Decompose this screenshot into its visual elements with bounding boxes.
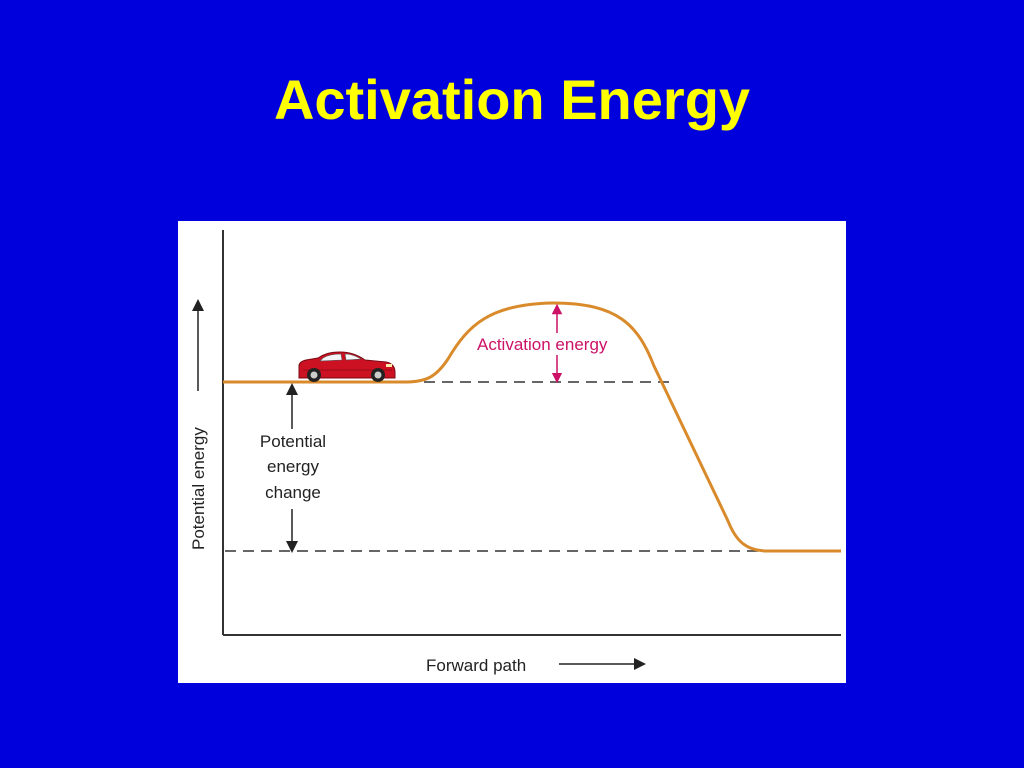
y-axis-label: Potential energy bbox=[189, 427, 208, 550]
slide-title: Activation Energy bbox=[273, 68, 751, 131]
change-label-line-3: change bbox=[265, 483, 321, 502]
energy-curve bbox=[223, 301, 841, 553]
energy-diagram: Potential energy Forward path Activation… bbox=[189, 230, 841, 675]
activation-energy-label: Activation energy bbox=[477, 335, 608, 354]
red-car-icon bbox=[298, 351, 396, 382]
diagram-panel: Potential energy Forward path Activation… bbox=[178, 221, 846, 683]
change-label-line-1: Potential bbox=[260, 432, 326, 451]
change-label-line-2: energy bbox=[267, 457, 319, 476]
x-axis-label: Forward path bbox=[426, 656, 526, 675]
